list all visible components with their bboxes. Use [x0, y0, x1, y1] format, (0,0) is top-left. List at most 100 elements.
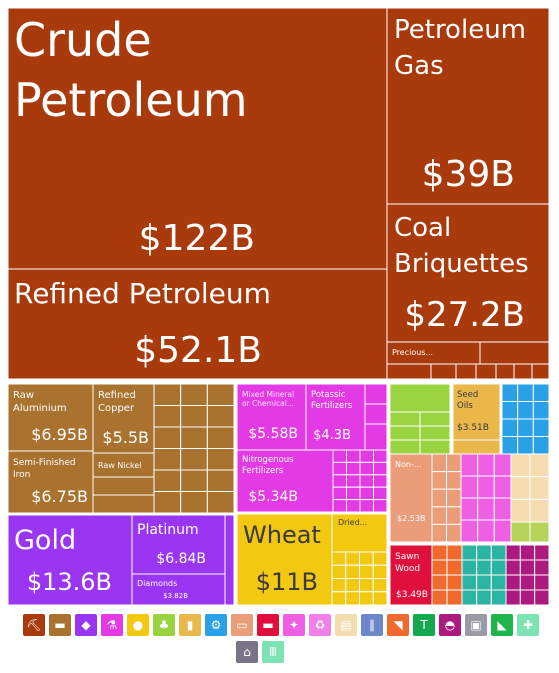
tile-foodstuffs-small[interactable]: [452, 439, 501, 455]
tile-misc-small[interactable]: [461, 544, 478, 561]
tile-vegetable-small[interactable]: [345, 591, 360, 606]
tile-stone-small[interactable]: [529, 453, 550, 478]
tile-machines-small[interactable]: [501, 383, 519, 402]
tile-chemical-small[interactable]: [346, 461, 361, 476]
tile-coal-briquettes[interactable]: [386, 203, 550, 343]
tile-machines-small[interactable]: [517, 418, 534, 437]
tile-vegetable-small[interactable]: [359, 564, 374, 579]
tile-stone-small[interactable]: [529, 476, 550, 500]
pickaxe-icon[interactable]: ⛏: [23, 614, 45, 636]
tile-vegetable-small[interactable]: [359, 551, 374, 566]
tile-misc-small[interactable]: [476, 544, 492, 561]
tile-misc-small[interactable]: [505, 544, 521, 561]
tile-metal-small[interactable]: [153, 448, 182, 471]
tile-vegetable-small[interactable]: [345, 551, 360, 566]
hide-icon[interactable]: ▭: [231, 614, 253, 636]
tile-machines-small[interactable]: [517, 436, 534, 455]
tile-machines-small[interactable]: [532, 401, 550, 420]
tile-misc-small[interactable]: [505, 559, 521, 576]
gear-icon[interactable]: ⚙: [205, 614, 227, 636]
fruit-icon[interactable]: ●: [127, 614, 149, 636]
tile-vegetable-small[interactable]: [372, 551, 388, 566]
tile-machines-small[interactable]: [517, 401, 534, 420]
tile-raw-aluminium[interactable]: [7, 383, 94, 452]
tile-chemical-small[interactable]: [346, 486, 361, 501]
tile-misc-small[interactable]: [446, 574, 463, 591]
tile-chemical-small[interactable]: [373, 474, 388, 488]
tile-metal-small[interactable]: [153, 469, 182, 492]
instrument-icon[interactable]: Ⅲ: [262, 641, 284, 663]
tile-precious-small[interactable]: [224, 514, 235, 606]
tile-misc-small[interactable]: [490, 544, 507, 561]
road-icon[interactable]: ∥: [361, 614, 383, 636]
tile-stone-small[interactable]: [510, 498, 531, 523]
tile-mineral-small[interactable]: [455, 363, 477, 380]
tile-misc-small[interactable]: [534, 574, 550, 591]
tile-misc-small[interactable]: [490, 589, 507, 606]
tile-chemical-small[interactable]: [359, 474, 374, 488]
tile-chemical-small[interactable]: [359, 486, 374, 501]
tile-refined-copper[interactable]: [92, 383, 155, 454]
tile-plastics-small[interactable]: [477, 475, 495, 499]
tile-vegetable-small[interactable]: [372, 591, 388, 606]
tile-hides-small[interactable]: [431, 471, 447, 490]
tile-machines-small[interactable]: [517, 383, 534, 402]
tile-misc-small[interactable]: [431, 544, 448, 561]
tile-stone-small[interactable]: [529, 498, 550, 523]
tile-hides-small[interactable]: [431, 506, 447, 525]
tile-chemical-small[interactable]: [346, 474, 361, 488]
tile-chemical-small[interactable]: [346, 499, 361, 513]
tile-metal-small[interactable]: [206, 448, 235, 471]
tile-diamonds[interactable]: [131, 573, 226, 606]
tile-metal-small[interactable]: [153, 383, 182, 406]
tile-metal-small[interactable]: [92, 494, 155, 514]
tile-chemical-small[interactable]: [359, 461, 374, 476]
tile-misc-small[interactable]: [476, 574, 492, 591]
tile-hides-small[interactable]: [446, 488, 462, 508]
tile-vegetable-small[interactable]: [331, 591, 347, 606]
tile-semi-finished-iron[interactable]: [7, 450, 94, 514]
tile-metal-small[interactable]: [180, 491, 208, 514]
tile-raw-nickel[interactable]: [92, 452, 155, 478]
tile-plastics-small[interactable]: [460, 497, 479, 521]
tile-chemical-small[interactable]: [332, 461, 347, 476]
tile-chemical-small[interactable]: [332, 474, 347, 488]
tile-machines-small[interactable]: [501, 436, 519, 455]
tile-plastics-small[interactable]: [477, 453, 495, 477]
paper-icon[interactable]: ▤: [335, 614, 357, 636]
tile-plastics-small[interactable]: [493, 497, 512, 521]
tile-stone-small[interactable]: [510, 476, 531, 500]
tile-vegetable-small[interactable]: [372, 564, 388, 579]
tile-hides-small[interactable]: [446, 506, 462, 525]
tile-crude-petroleum[interactable]: [7, 7, 388, 270]
tile-chemical-small[interactable]: [364, 403, 388, 425]
tile-metal-small[interactable]: [206, 405, 235, 428]
tile-misc-small[interactable]: [534, 559, 550, 576]
tile-machines-small[interactable]: [501, 418, 519, 437]
tile-plastics-small[interactable]: [460, 475, 479, 499]
tile-wheat[interactable]: [236, 513, 333, 606]
tile-mineral-small[interactable]: [386, 363, 432, 380]
tile-misc-small[interactable]: [519, 559, 536, 576]
tile-machines-small[interactable]: [532, 418, 550, 437]
tile-chemical-small[interactable]: [373, 486, 388, 501]
tile-vegetable-small[interactable]: [359, 591, 374, 606]
tile-misc-small[interactable]: [519, 544, 536, 561]
tile-metal-small[interactable]: [153, 426, 182, 449]
tile-platinum[interactable]: [131, 514, 226, 575]
fish-icon[interactable]: ◥: [387, 614, 409, 636]
tile-misc-small[interactable]: [431, 574, 448, 591]
tile-metal-small[interactable]: [180, 405, 208, 428]
tile-vegetable-small[interactable]: [345, 564, 360, 579]
chemical-icon[interactable]: ✦: [283, 614, 305, 636]
tile-misc-small[interactable]: [490, 574, 507, 591]
tile-misc-small[interactable]: [431, 559, 448, 576]
tile-vegetable-small[interactable]: [331, 551, 347, 566]
lamp-icon[interactable]: ⌂: [236, 641, 258, 663]
tile-plastics-small[interactable]: [493, 475, 512, 499]
tile-seed-oils[interactable]: [452, 383, 501, 441]
tile-hides-small[interactable]: [446, 523, 462, 543]
tile-machines-small[interactable]: [532, 383, 550, 402]
tile-chemical-small[interactable]: [364, 423, 388, 451]
tile-hides-small[interactable]: [446, 471, 462, 490]
